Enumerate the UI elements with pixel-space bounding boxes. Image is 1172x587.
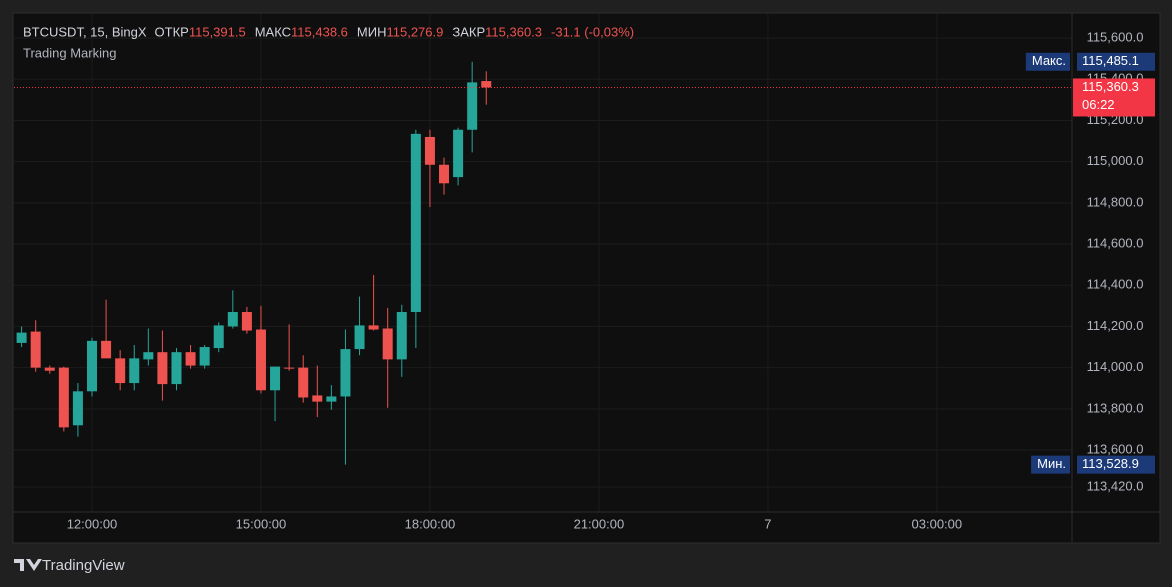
min-marker-tag: Мин. xyxy=(1037,456,1066,471)
header-high: 115,438.6 xyxy=(291,24,348,39)
x-tick-label: 03:00:00 xyxy=(912,516,963,531)
x-tick-label: 18:00:00 xyxy=(405,516,456,531)
x-tick-label: 15:00:00 xyxy=(236,516,287,531)
chart-panel xyxy=(12,12,1161,544)
candle-body xyxy=(410,133,421,313)
candle-body xyxy=(298,367,309,398)
candle-body xyxy=(129,358,140,384)
y-tick-label: 113,800.0 xyxy=(1087,400,1144,415)
brand-logo xyxy=(14,559,42,571)
header-low: 115,276.9 xyxy=(386,24,443,39)
candle-body xyxy=(467,82,478,130)
y-tick-label: 114,400.0 xyxy=(1087,277,1144,292)
candle-body xyxy=(439,164,450,184)
candle-body xyxy=(453,129,464,178)
header-high-label: МАКС xyxy=(255,24,291,39)
candle-body xyxy=(44,367,55,371)
min-marker-tag-box xyxy=(1031,455,1070,474)
candle-body xyxy=(227,312,238,327)
candles xyxy=(14,61,1072,465)
header-close: 115,360.3 xyxy=(485,24,542,39)
candle-body xyxy=(30,331,41,368)
x-tick-label: 7 xyxy=(764,516,771,531)
candle-body xyxy=(368,325,379,330)
y-tick-label: 115,600.0 xyxy=(1087,30,1144,45)
header: BTCUSDT, 15, BingX Trading Marking ОТКР 1… xyxy=(23,24,634,60)
candle-body xyxy=(270,366,281,391)
candle-body xyxy=(312,395,323,402)
x-tick-label: 21:00:00 xyxy=(574,516,625,531)
candle-body xyxy=(354,325,365,350)
candle-body xyxy=(284,367,295,369)
y-tick-label: 114,600.0 xyxy=(1087,235,1144,250)
candle-body xyxy=(241,312,252,331)
header-low-label: МИН xyxy=(357,24,387,39)
candle-body xyxy=(72,391,83,426)
candle-body xyxy=(396,312,407,360)
candle-body xyxy=(143,352,154,360)
candle-body xyxy=(382,328,393,360)
axes: 115,600.0115,400.0115,200.0115,000.0114,… xyxy=(67,30,1155,531)
candle-body xyxy=(157,352,168,385)
candle-body xyxy=(213,325,224,349)
max-marker-box xyxy=(1077,52,1155,71)
candle-body xyxy=(326,396,337,402)
min-marker-box xyxy=(1077,455,1155,474)
candle-body xyxy=(16,332,27,343)
price-timer: 06:22 xyxy=(1082,97,1115,112)
header-open: 115,391.5 xyxy=(189,24,246,39)
max-marker-tag: Макс. xyxy=(1032,53,1066,68)
y-tick-label: 113,600.0 xyxy=(1087,441,1144,456)
brand-name: TradingView xyxy=(42,557,125,574)
header-change: -31.1 (-0,03%) xyxy=(551,24,634,39)
y-tick-label: 114,800.0 xyxy=(1087,194,1144,209)
price-label-box xyxy=(1073,78,1155,117)
y-tick-label: 114,000.0 xyxy=(1087,359,1144,374)
candle-body xyxy=(481,81,492,88)
brand: TradingView xyxy=(14,557,125,574)
header-open-label: ОТКР xyxy=(155,24,189,39)
candle-body xyxy=(101,340,112,359)
min-marker-value: 113,528.9 xyxy=(1082,456,1139,471)
header-close-label: ЗАКР xyxy=(452,24,485,39)
candle-body xyxy=(58,367,69,428)
candle-body xyxy=(340,349,351,397)
max-marker-tag-box xyxy=(1025,52,1070,71)
candle-body xyxy=(87,340,98,392)
candle-body xyxy=(424,136,435,165)
y-tick-label: 114,200.0 xyxy=(1087,318,1144,333)
indicator: Trading Marking xyxy=(23,45,116,60)
candle-body xyxy=(255,329,266,391)
symbol: BTCUSDT, 15, BingX xyxy=(23,24,147,39)
candle-body xyxy=(199,347,210,366)
price-label: 115,360.3 xyxy=(1082,79,1139,94)
y-tick-label: 113,420.0 xyxy=(1087,479,1144,494)
candle-body xyxy=(171,352,182,385)
y-tick-label: 115,000.0 xyxy=(1087,153,1144,168)
candle-body xyxy=(115,358,126,384)
x-tick-label: 12:00:00 xyxy=(67,516,118,531)
candle-body xyxy=(185,352,196,366)
max-marker-value: 115,485.1 xyxy=(1082,53,1139,68)
